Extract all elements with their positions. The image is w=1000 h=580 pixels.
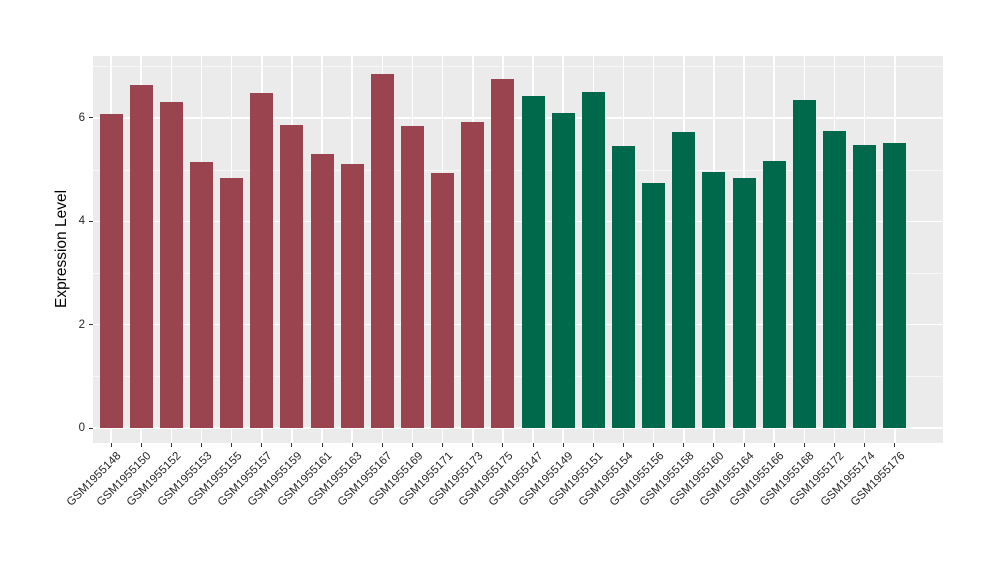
x-axis-tick-GSM1955159	[291, 443, 293, 447]
bar-GSM1955147	[521, 95, 545, 428]
x-axis-tick-GSM1955148	[110, 443, 112, 447]
gridline-major-y-6	[93, 117, 943, 119]
gridline-minor-y-1	[93, 376, 943, 378]
gridline-major-y-0	[93, 427, 943, 429]
bar-GSM1955152	[159, 101, 183, 428]
bar-GSM1955155	[220, 178, 244, 428]
x-axis-tick-GSM1955174	[864, 443, 866, 447]
y-axis-tick-0	[89, 427, 93, 429]
bar-GSM1955176	[883, 142, 907, 428]
x-axis-tick-GSM1955150	[140, 443, 142, 447]
x-axis-tick-GSM1955160	[713, 443, 715, 447]
plot-panel	[93, 56, 943, 443]
bar-GSM1955171	[431, 173, 455, 428]
bar-GSM1955157	[250, 92, 274, 428]
x-axis-tick-GSM1955175	[502, 443, 504, 447]
x-axis-tick-GSM1955171	[442, 443, 444, 447]
bar-GSM1955156	[642, 182, 666, 428]
x-axis-tick-GSM1955163	[351, 443, 353, 447]
y-axis-label-0: 0	[78, 422, 85, 434]
x-axis-tick-GSM1955149	[562, 443, 564, 447]
bar-GSM1955160	[702, 172, 726, 428]
x-axis-tick-GSM1955155	[231, 443, 233, 447]
bar-GSM1955172	[822, 131, 846, 428]
x-axis-tick-GSM1955157	[261, 443, 263, 447]
x-axis-tick-GSM1955156	[653, 443, 655, 447]
bar-GSM1955164	[732, 177, 756, 428]
x-axis-tick-GSM1955166	[773, 443, 775, 447]
gridline-minor-y-7	[93, 66, 943, 68]
gridline-minor-y-3	[93, 272, 943, 274]
x-axis-tick-GSM1955147	[532, 443, 534, 447]
gridline-major-y-2	[93, 323, 943, 326]
y-axis-label-4: 4	[78, 215, 85, 228]
bar-GSM1955149	[551, 112, 575, 428]
gridline-minor-y-5	[93, 169, 943, 171]
x-axis-tick-GSM1955169	[412, 443, 413, 447]
bar-GSM1955158	[672, 132, 696, 428]
y-axis-label-2: 2	[78, 318, 85, 331]
bar-GSM1955175	[491, 79, 515, 428]
bar-GSM1955167	[370, 73, 394, 428]
x-axis-tick-GSM1955173	[472, 443, 474, 447]
x-axis-tick-GSM1955164	[743, 443, 745, 447]
bar-GSM1955174	[853, 144, 877, 428]
bar-GSM1955150	[129, 84, 153, 428]
y-axis-tick-2	[89, 324, 93, 326]
y-axis-label-6: 6	[78, 111, 85, 124]
x-axis-tick-GSM1955172	[833, 443, 835, 447]
x-axis-tick-GSM1955153	[201, 443, 202, 447]
y-axis-tick-6	[89, 117, 93, 119]
x-axis-tick-GSM1955176	[894, 443, 896, 447]
bar-GSM1955169	[401, 125, 424, 428]
bar-GSM1955168	[792, 99, 816, 428]
bar-GSM1955161	[310, 153, 334, 428]
bar-GSM1955159	[280, 124, 304, 428]
x-axis-tick-GSM1955154	[622, 443, 624, 447]
gridline-major-y-4	[93, 220, 943, 223]
bar-GSM1955166	[762, 160, 786, 428]
bar-GSM1955154	[611, 146, 635, 428]
x-axis-tick-GSM1955151	[592, 443, 594, 447]
bar-GSM1955151	[581, 92, 605, 428]
x-axis-tick-GSM1955167	[381, 443, 383, 447]
x-axis-tick-GSM1955161	[321, 443, 323, 447]
bar-GSM1955148	[99, 114, 123, 428]
y-axis-title: Expression Level	[53, 189, 70, 309]
bar-GSM1955173	[461, 122, 485, 428]
y-axis-tick-4	[89, 220, 93, 222]
bar-GSM1955163	[340, 163, 364, 428]
x-axis-tick-GSM1955158	[683, 443, 685, 447]
x-axis-tick-GSM1955168	[803, 443, 805, 447]
x-axis-tick-GSM1955152	[170, 443, 172, 447]
bar-GSM1955153	[190, 162, 213, 428]
